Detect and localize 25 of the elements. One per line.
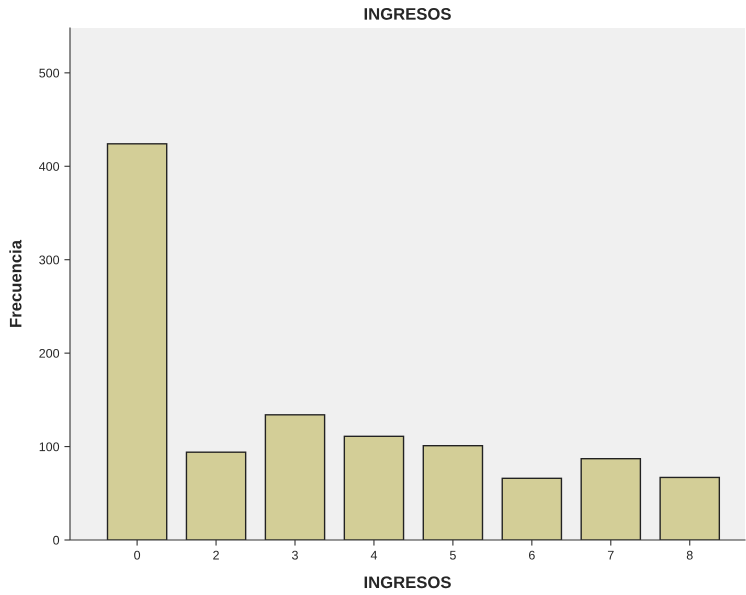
- bar: [580, 458, 642, 540]
- x-tick-label: 3: [292, 550, 298, 560]
- x-tick-label: 2: [213, 550, 219, 560]
- x-tick-label: 4: [370, 550, 378, 560]
- bar: [264, 414, 326, 540]
- y-axis-title: Frecuencia: [9, 240, 22, 327]
- bar: [659, 476, 720, 540]
- x-axis-title: INGRESOS: [364, 576, 451, 588]
- bar: [344, 436, 404, 540]
- bar: [106, 143, 168, 540]
- y-tick-label: 300: [39, 256, 60, 264]
- bar: [186, 451, 246, 540]
- bar: [422, 444, 484, 540]
- y-tick-label: 0: [53, 536, 60, 545]
- y-tick-label: 200: [39, 348, 60, 358]
- x-tick-label: 6: [529, 550, 535, 560]
- chart-title: INGRESOS: [364, 8, 451, 20]
- x-tick-label: 8: [686, 550, 693, 560]
- x-tick-label: 5: [450, 550, 456, 560]
- y-tick-label: 100: [40, 442, 60, 452]
- x-tick-label: 7: [608, 550, 614, 560]
- x-tick-label: 0: [134, 550, 140, 560]
- bar: [502, 478, 562, 540]
- y-tick-label: 400: [39, 162, 60, 171]
- y-tick-label: 500: [39, 68, 60, 78]
